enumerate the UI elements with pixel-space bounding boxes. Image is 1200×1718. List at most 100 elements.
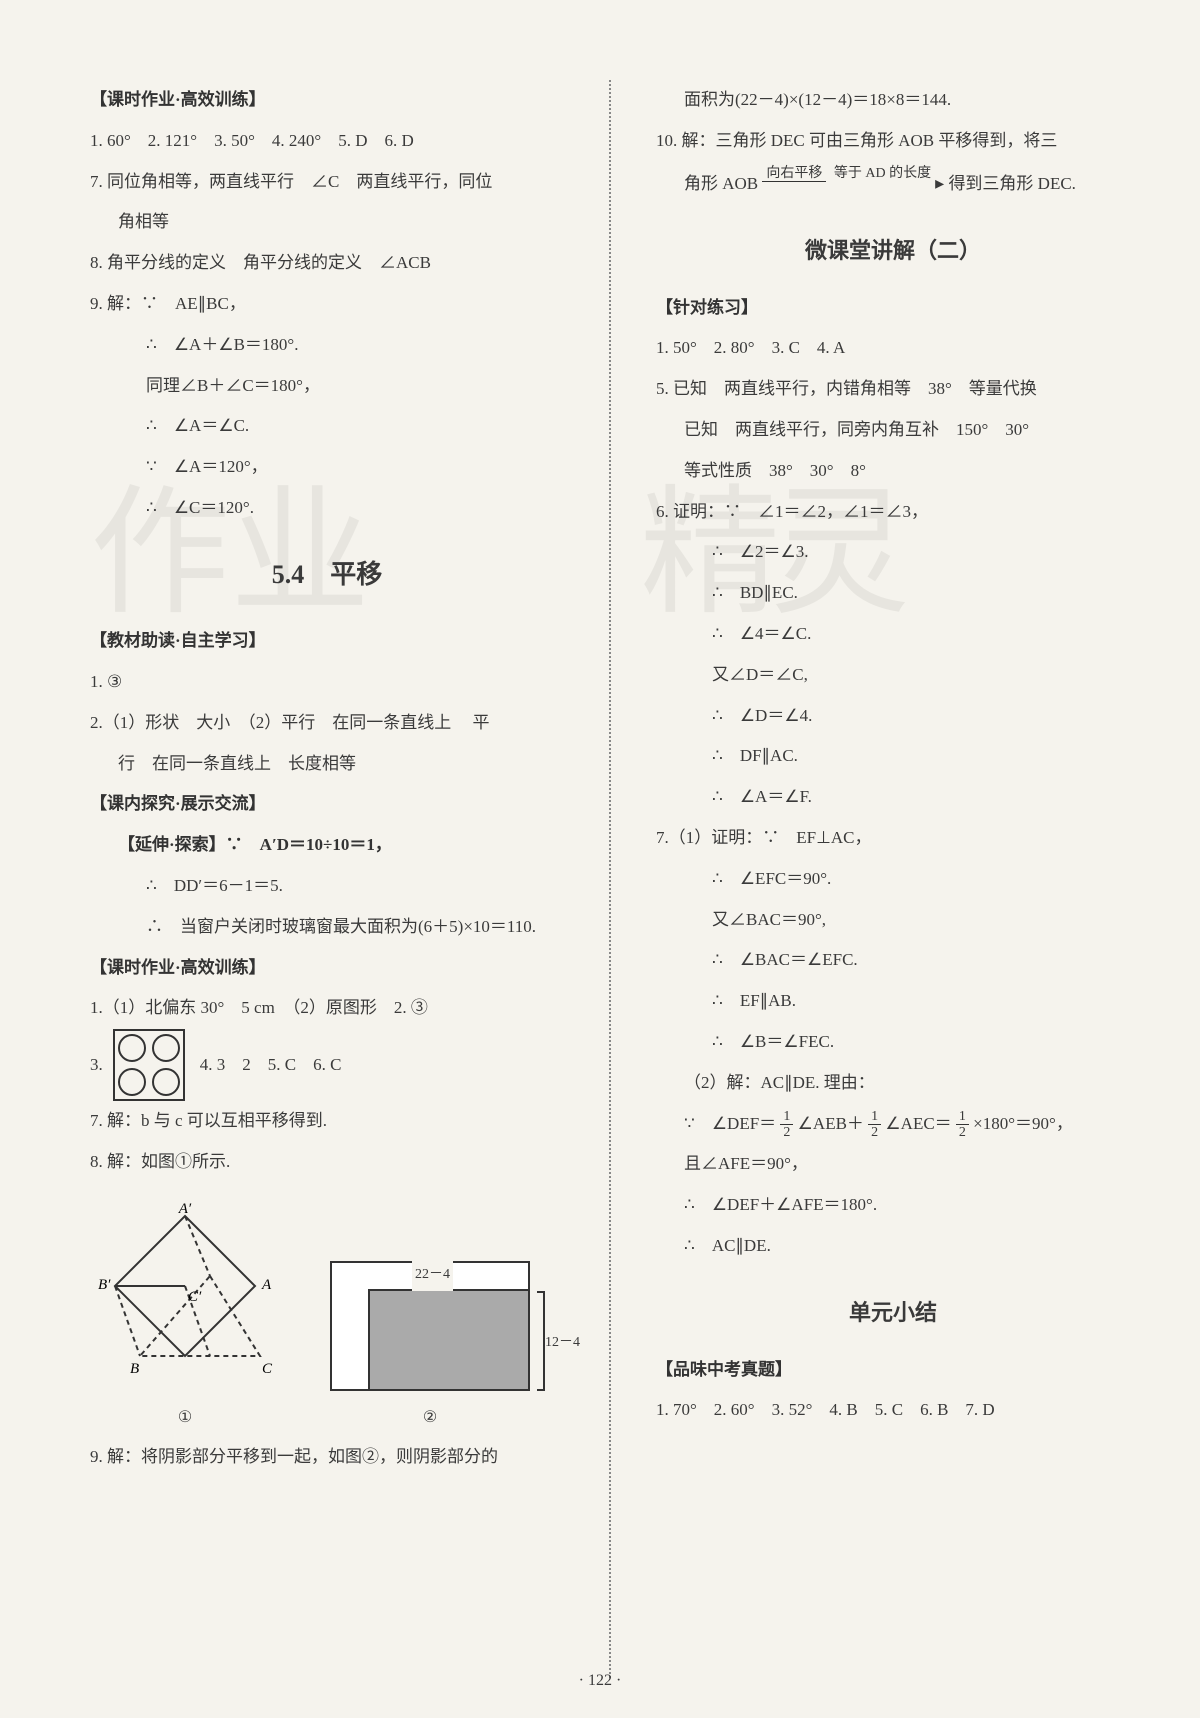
circles-figure <box>113 1029 185 1101</box>
vertex-label: B′ <box>98 1277 111 1293</box>
fraction: 12 <box>956 1109 969 1141</box>
numerator: 1 <box>868 1109 881 1125</box>
diagram-row: A′ A B′ C′ B C 22－4 12－4 <box>90 1201 564 1391</box>
text-line: 1. ③ <box>90 662 564 703</box>
fig-caption-2: ② <box>330 1399 530 1437</box>
text: 3. <box>90 1045 103 1086</box>
text-line: 同理∠B＋∠C＝180°， <box>90 366 564 407</box>
right-column: 面积为(22－4)×(12－4)＝18×8＝144. 10. 解：三角形 DEC… <box>641 80 1130 1678</box>
rect-label-right: 12－4 <box>545 1326 580 1360</box>
left-header-3: 【课内探究·展示交流】 <box>90 784 564 825</box>
vertex-label: A <box>261 1277 272 1293</box>
vertex-label: B <box>130 1361 139 1377</box>
text: 角形 AOB <box>684 174 758 193</box>
geometry-diagram: A′ A B′ C′ B C <box>90 1201 280 1391</box>
text-line: ∴ AC∥DE. <box>656 1226 1130 1267</box>
right-header-1: 【针对练习】 <box>656 288 1130 329</box>
text: ∠AEC＝ <box>885 1114 951 1133</box>
text-line: ∴ ∠C＝120°. <box>90 488 564 529</box>
vertex-label: A′ <box>178 1201 192 1217</box>
text-line: 9. 解：将阴影部分平移到一起，如图②，则阴影部分的 <box>90 1437 564 1478</box>
text-line: 1. 70° 2. 60° 3. 52° 4. B 5. C 6. B 7. D <box>656 1390 1130 1431</box>
text-line: 已知 两直线平行，同旁内角互补 150° 30° <box>656 410 1130 451</box>
text-line: 角形 AOB 向右平移 等于 AD 的长度 ▸ 得到三角形 DEC. <box>656 162 1130 205</box>
arrow-bot: 等于 AD 的长度 <box>830 166 935 181</box>
fraction: 12 <box>780 1109 793 1141</box>
text-line: ∴ ∠BAC＝∠EFC. <box>656 940 1130 981</box>
page-number: · 122 · <box>0 1672 1200 1690</box>
arrow-tip-icon: ▸ <box>935 173 944 193</box>
denominator: 2 <box>780 1125 793 1140</box>
column-divider <box>609 80 611 1678</box>
text-line: ∴ ∠B＝∠FEC. <box>656 1022 1130 1063</box>
section-title-unit: 单元小结 <box>656 1287 1130 1340</box>
fraction: 12 <box>868 1109 881 1141</box>
left-header-2: 【教材助读·自主学习】 <box>90 621 564 662</box>
text-line: ∴ ∠EFC＝90°. <box>656 859 1130 900</box>
text: ∠AEB＋ <box>798 1114 864 1133</box>
text-line: 等式性质 38° 30° 8° <box>656 451 1130 492</box>
text-line: 【延伸·探索】∵ A′D＝10÷10＝1， <box>90 825 564 866</box>
text-line: 又∠BAC＝90°, <box>656 900 1130 941</box>
left-column: 【课时作业·高效训练】 1. 60° 2. 121° 3. 50° 4. 240… <box>90 80 579 1678</box>
text: 【延伸·探索】∵ A′D＝10÷10＝1， <box>118 835 392 854</box>
section-title-5-4: 5.4 平移 <box>90 544 564 606</box>
text-line: ∴ ∠4＝∠C. <box>656 614 1130 655</box>
text-line-3: 3. 4. 3 2 5. C 6. C <box>90 1029 564 1101</box>
text-line: 行 在同一条直线上 长度相等 <box>90 744 564 785</box>
text-line: ∴ ∠A＋∠B＝180°. <box>90 325 564 366</box>
text-line: （2）解：AC∥DE. 理由： <box>656 1063 1130 1104</box>
arrow-top: 向右平移 <box>762 166 826 182</box>
figure-captions: ① ② <box>90 1399 564 1437</box>
text-line: 8. 解：如图①所示. <box>90 1142 564 1183</box>
text-line: ∴ ∠D＝∠4. <box>656 696 1130 737</box>
rect-label-top: 22－4 <box>412 1258 453 1292</box>
text-line: 又∠D＝∠C, <box>656 655 1130 696</box>
text-line: ∴ EF∥AB. <box>656 981 1130 1022</box>
text-line: ∵ ∠A＝120°， <box>90 447 564 488</box>
text-line: ∴ DD′＝6－1＝5. <box>90 866 564 907</box>
text-line: 面积为(22－4)×(12－4)＝18×8＝144. <box>656 80 1130 121</box>
text: 4. 3 2 5. C 6. C <box>200 1045 342 1086</box>
left-header-1: 【课时作业·高效训练】 <box>90 80 564 121</box>
text-line: 角相等 <box>90 202 564 243</box>
text: 得到三角形 DEC. <box>948 174 1076 193</box>
text-line: 1.（1）北偏东 30° 5 cm （2）原图形 2. ③ <box>90 988 564 1029</box>
section-title-micro: 微课堂讲解（二） <box>656 225 1130 278</box>
page-container: 【课时作业·高效训练】 1. 60° 2. 121° 3. 50° 4. 240… <box>90 80 1130 1678</box>
text-line: ∴ 当窗户关闭时玻璃窗最大面积为(6＋5)×10＝110. <box>90 907 564 948</box>
text: 9. 解：∵ AE∥BC， <box>90 294 246 313</box>
denominator: 2 <box>956 1125 969 1140</box>
text: ×180°＝90°， <box>973 1114 1073 1133</box>
text-line: ∴ ∠DEF＋∠AFE＝180°. <box>656 1185 1130 1226</box>
numerator: 1 <box>780 1109 793 1125</box>
text-line: 10. 解：三角形 DEC 可由三角形 AOB 平移得到，将三 <box>656 121 1130 162</box>
fig-caption-1: ① <box>90 1399 280 1437</box>
numerator: 1 <box>956 1109 969 1125</box>
right-header-2: 【品味中考真题】 <box>656 1350 1130 1391</box>
text-line: 9. 解：∵ AE∥BC， <box>90 284 564 325</box>
text-line: 8. 角平分线的定义 角平分线的定义 ∠ACB <box>90 243 564 284</box>
vertex-label: C <box>262 1361 273 1377</box>
text-line: ∴ BD∥EC. <box>656 573 1130 614</box>
text-line: 1. 60° 2. 121° 3. 50° 4. 240° 5. D 6. D <box>90 121 564 162</box>
text: ∵ ∠DEF＝ <box>684 1114 776 1133</box>
rectangle-figure: 22－4 12－4 <box>330 1261 530 1391</box>
text-line: 7. 同位角相等，两直线平行 ∠C 两直线平行，同位 <box>90 162 564 203</box>
text-line: 7. 解：b 与 c 可以互相平移得到. <box>90 1101 564 1142</box>
text-line: ∴ ∠A＝∠C. <box>90 406 564 447</box>
left-header-4: 【课时作业·高效训练】 <box>90 948 564 989</box>
text-line: ∵ ∠DEF＝ 12 ∠AEB＋ 12 ∠AEC＝ 12 ×180°＝90°， <box>656 1104 1130 1145</box>
text-line: ∴ ∠A＝∠F. <box>656 777 1130 818</box>
text-line: 6. 证明：∵ ∠1＝∠2，∠1＝∠3， <box>656 492 1130 533</box>
text-line: 且∠AFE＝90°， <box>656 1144 1130 1185</box>
text-line: 5. 已知 两直线平行，内错角相等 38° 等量代换 <box>656 369 1130 410</box>
text-line: 1. 50° 2. 80° 3. C 4. A <box>656 328 1130 369</box>
arrow-fraction: 向右平移 等于 AD 的长度 <box>762 166 935 183</box>
denominator: 2 <box>868 1125 881 1140</box>
vertex-label: C′ <box>188 1289 202 1305</box>
text-line: 7.（1）证明：∵ EF⊥AC， <box>656 818 1130 859</box>
text-line: ∴ DF∥AC. <box>656 736 1130 777</box>
text-line: 2.（1）形状 大小 （2）平行 在同一条直线上 平 <box>90 703 564 744</box>
text-line: ∴ ∠2＝∠3. <box>656 532 1130 573</box>
